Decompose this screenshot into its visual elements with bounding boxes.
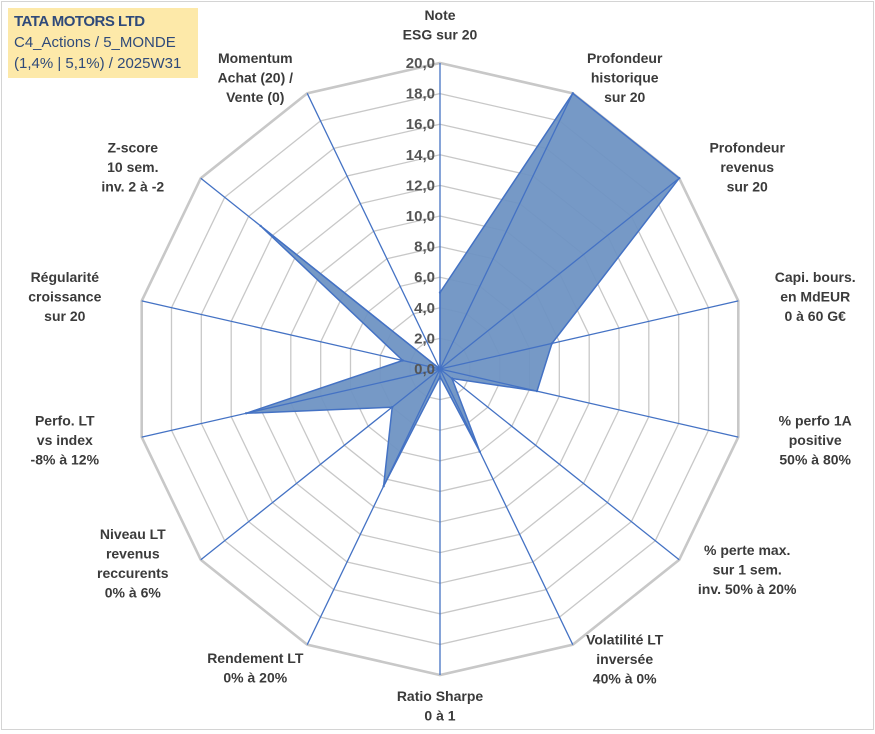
axis-label-line: Perfo. LT (35, 413, 95, 429)
axis-label: % perfo 1A positive 50% à 80% (779, 413, 852, 468)
axis-label-line: Momentum (218, 50, 293, 66)
axis-label-line: Ratio Sharpe (397, 688, 484, 704)
axis-label: Niveau LT revenus reccurents 0% à 6% (97, 526, 169, 601)
axis-spoke (439, 177, 680, 370)
axis-label-line: Note (424, 7, 455, 23)
tick-label: 14,0 (406, 147, 435, 164)
axis-label-line: 50% à 80% (779, 452, 851, 468)
axis-spoke (306, 368, 441, 645)
axis-label-line: -8% à 12% (31, 452, 100, 468)
axis-label: Régularité croissance sur 20 (28, 269, 101, 324)
axis-label: Rendement LT 0% à 20% (207, 650, 304, 686)
axis-label-line: Régularité (31, 269, 100, 285)
tick-label: 2,0 (414, 330, 435, 347)
axis-label-line: Vente (0) (226, 89, 284, 105)
axis-label-line: Rendement LT (207, 650, 304, 666)
axis-label-line: Niveau LT (100, 526, 166, 542)
axis-label-line: 0% à 6% (105, 585, 162, 601)
radar-series (244, 92, 681, 488)
tick-label: 0,0 (414, 361, 435, 378)
axis-label-line: 10 sem. (107, 159, 158, 175)
axis-label-line: inv. 2 à -2 (101, 179, 164, 195)
axis-spoke (141, 300, 441, 370)
tick-label: 10,0 (406, 208, 435, 225)
axis-label-line: ESG sur 20 (403, 27, 478, 43)
axis-spoke (439, 93, 574, 370)
axis-label-line: Achat (20) / (218, 70, 294, 86)
axis-label: Ratio Sharpe 0 à 1 (397, 688, 484, 724)
axis-label: Profondeur revenus sur 20 (709, 140, 785, 195)
tick-label: 16,0 (406, 116, 435, 133)
axis-label-line: positive (789, 432, 842, 448)
axis-label-line: inversée (596, 651, 653, 667)
radar-tick-labels: 0,0 2,0 4,0 6,0 8,0 10,0 12,0 14,0 16,0 18,0 20,0 (406, 55, 435, 378)
axis-label: Capi. bours. en MdEUR 0 à 60 G€ (775, 269, 856, 324)
axis-label-line: vs index (37, 432, 93, 448)
tick-label: 6,0 (414, 269, 435, 286)
title-category: C4_Actions / 5_MONDE (14, 34, 176, 51)
axis-label-line: en MdEUR (780, 288, 850, 304)
axis-spoke (306, 93, 441, 370)
axis-label: Momentum Achat (20) / Vente (0) (218, 50, 294, 105)
radar-axis-labels: Note ESG sur 20 Profondeur historique sur 20… (28, 7, 855, 724)
axis-label-line: Capi. bours. (775, 269, 856, 285)
axis-spoke (439, 300, 739, 370)
axis-label-line: revenus (720, 159, 774, 175)
series-area (245, 92, 680, 487)
axis-label-line: Profondeur (709, 140, 785, 156)
axis-label-line: croissance (28, 288, 101, 304)
axis-spoke (439, 368, 574, 645)
axis-label-line: Z-score (108, 140, 159, 156)
axis-label-line: Volatilité LT (586, 632, 664, 648)
axis-spoke (141, 368, 441, 438)
axis-label: % perte max. sur 1 sem. inv. 50% à 20% (698, 542, 797, 597)
tick-label: 4,0 (414, 300, 435, 317)
axis-label-line: sur 20 (727, 179, 768, 195)
axis-spoke (439, 368, 680, 561)
axis-label-line: sur 20 (44, 308, 85, 324)
axis-label: Profondeur historique sur 20 (587, 50, 663, 105)
axis-label-line: 0 à 60 G€ (784, 308, 846, 324)
tick-label: 18,0 (406, 86, 435, 103)
axis-spoke (200, 368, 441, 561)
axis-label-line: sur 20 (604, 89, 645, 105)
axis-label-line: 0 à 1 (424, 708, 455, 724)
tick-label: 8,0 (414, 239, 435, 256)
radar-spokes (141, 63, 739, 675)
axis-label-line: reccurents (97, 565, 169, 581)
axis-label: Perfo. LT vs index -8% à 12% (31, 413, 100, 468)
axis-label-line: 40% à 0% (593, 671, 657, 687)
title-company: TATA MOTORS LTD (14, 13, 145, 30)
axis-label-line: historique (591, 70, 659, 86)
title-period: (1,4% | 5,1%) / 2025W31 (14, 55, 182, 72)
axis-label: Volatilité LT inversée 40% à 0% (586, 632, 664, 687)
title-box: TATA MOTORS LTD C4_Actions / 5_MONDE (1,… (8, 8, 198, 78)
tick-label: 20,0 (406, 55, 435, 72)
axis-label-line: inv. 50% à 20% (698, 581, 797, 597)
axis-label-line: % perte max. (704, 542, 790, 558)
axis-spoke (439, 368, 739, 438)
axis-label-line: % perfo 1A (779, 413, 852, 429)
axis-label-line: Profondeur (587, 50, 663, 66)
axis-label: Z-score 10 sem. inv. 2 à -2 (101, 140, 164, 195)
axis-label-line: sur 1 sem. (713, 562, 782, 578)
axis-spoke (200, 177, 441, 370)
axis-label: Note ESG sur 20 (403, 7, 478, 43)
axis-label-line: revenus (106, 546, 160, 562)
tick-label: 12,0 (406, 177, 435, 194)
axis-label-line: 0% à 20% (223, 670, 287, 686)
